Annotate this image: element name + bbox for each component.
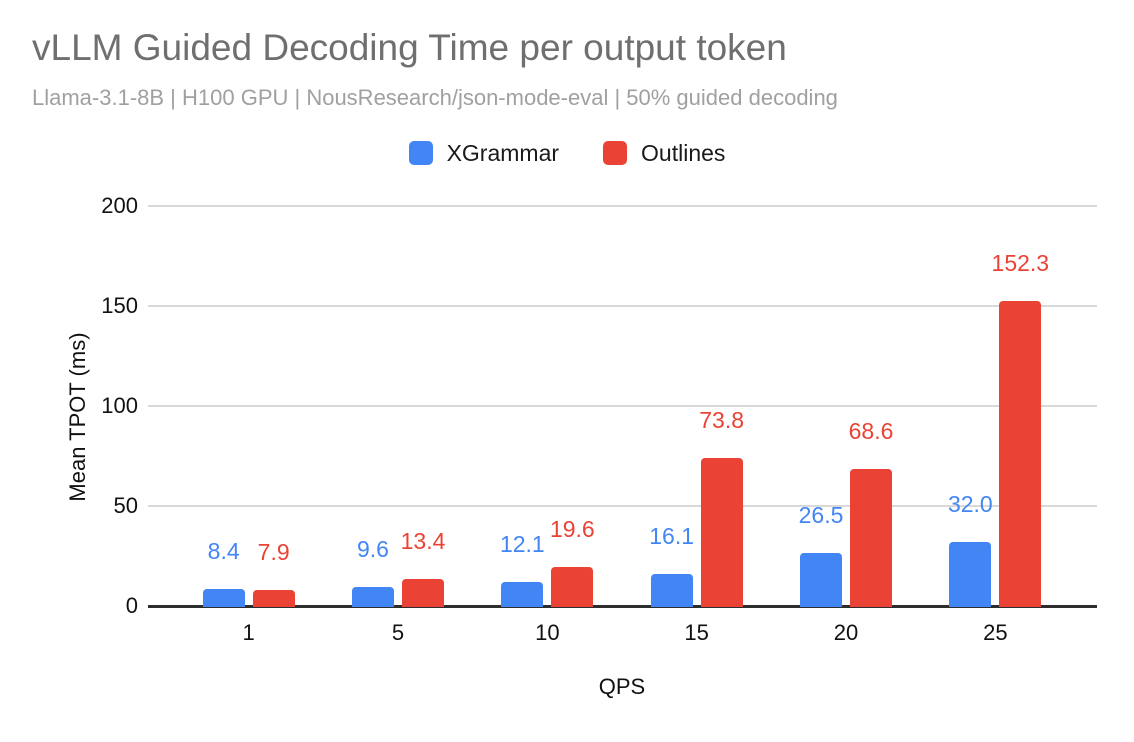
bar-outlines <box>402 579 444 607</box>
x-axis-title: QPS <box>598 674 646 699</box>
bar-xgrammar <box>202 589 245 607</box>
bar-xgrammar <box>352 586 394 607</box>
bar-value-label: 9.6 <box>357 535 389 562</box>
bar-value-label: 7.9 <box>257 539 290 566</box>
legend-swatch-xgrammar <box>408 141 433 165</box>
legend-label: Outlines <box>641 139 726 166</box>
bar-xgrammar <box>949 542 992 607</box>
bar-outlines <box>850 468 892 607</box>
x-axis-tick-label: 20 <box>833 620 859 645</box>
bar-value-label: 8.4 <box>207 538 240 565</box>
chart-title: vLLM Guided Decoding Time per output tok… <box>32 27 787 68</box>
legend: XGrammar Outlines <box>0 140 1134 166</box>
bar-value-label: 73.8 <box>699 407 745 434</box>
x-axis-tick-label: 5 <box>391 620 405 645</box>
bar-outlines <box>999 301 1042 607</box>
bar-outlines <box>700 458 743 607</box>
gridline <box>148 205 1097 207</box>
x-axis-tick-label: 15 <box>684 620 709 645</box>
bar-outlines <box>551 566 594 607</box>
bar-value-label: 152.3 <box>991 250 1050 277</box>
bar-value-label: 12.1 <box>499 530 545 557</box>
x-axis-tick-label: 1 <box>242 620 255 645</box>
y-axis-tick-label: 200 <box>101 193 138 218</box>
bar-xgrammar <box>650 573 693 607</box>
y-axis-tick-label: 150 <box>101 293 138 318</box>
bar-outlines <box>252 590 295 607</box>
bar-xgrammar <box>800 553 842 607</box>
gridline <box>148 405 1097 407</box>
legend-swatch-outlines <box>603 141 628 165</box>
legend-item-outlines: Outlines <box>603 140 725 167</box>
chart-subtitle: Llama-3.1-8B | H100 GPU | NousResearch/j… <box>32 85 838 110</box>
bar-value-label: 13.4 <box>400 528 446 555</box>
bar-value-label: 19.6 <box>549 515 595 542</box>
y-axis-tick-label: 100 <box>101 393 138 418</box>
x-axis-line <box>148 605 1097 608</box>
y-axis-tick-label: 0 <box>125 593 138 618</box>
bar-value-label: 32.0 <box>947 491 993 517</box>
gridline <box>148 505 1097 507</box>
bar-value-label: 16.1 <box>649 522 695 549</box>
legend-item-xgrammar: XGrammar <box>408 139 560 167</box>
x-axis-tick-label: 10 <box>535 620 560 645</box>
bar-value-label: 68.6 <box>848 417 894 444</box>
gridline <box>148 305 1097 307</box>
x-axis-tick-label: 25 <box>983 620 1008 645</box>
bar-xgrammar <box>501 581 544 607</box>
y-axis-tick-label: 50 <box>113 493 138 518</box>
legend-label: XGrammar <box>446 139 560 166</box>
bar-value-label: 26.5 <box>798 502 844 528</box>
